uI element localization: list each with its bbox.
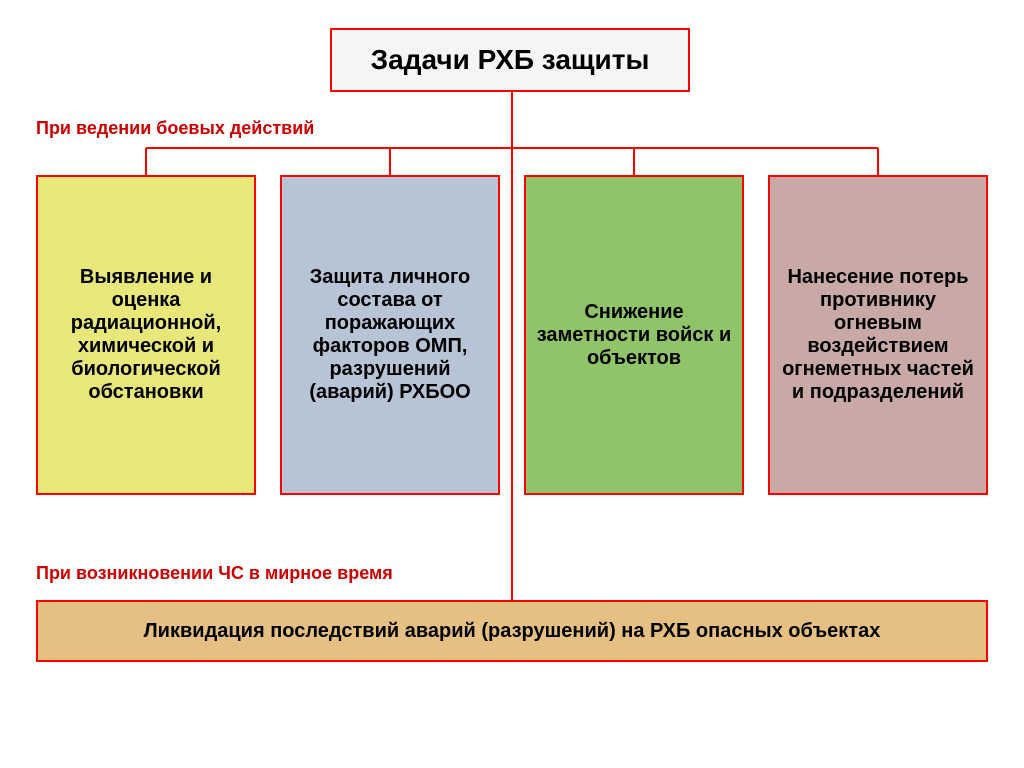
caption-peacetime: При возникновении ЧС в мирное время	[36, 563, 393, 584]
task-box-protection: Защита личного состава от поражающих фак…	[280, 175, 500, 495]
task-box-offensive: Нанесение потерь противнику огневым возд…	[768, 175, 988, 495]
diagram-canvas: Задачи РХБ защиты При ведении боевых дей…	[0, 0, 1024, 768]
caption-combat: При ведении боевых действий	[36, 118, 314, 139]
bottom-box-liquidation: Ликвидация последствий аварий (разрушени…	[36, 600, 988, 662]
title-box: Задачи РХБ защиты	[330, 28, 690, 92]
task-box-label: Снижение заметности войск и объектов	[534, 301, 734, 370]
task-box-detection: Выявление и оценка радиационной, химичес…	[36, 175, 256, 495]
title-text: Задачи РХБ защиты	[371, 44, 650, 76]
bottom-box-label: Ликвидация последствий аварий (разрушени…	[144, 620, 881, 643]
task-box-label: Нанесение потерь противнику огневым возд…	[778, 266, 978, 404]
task-box-visibility: Снижение заметности войск и объектов	[524, 175, 744, 495]
task-box-label: Выявление и оценка радиационной, химичес…	[46, 266, 246, 404]
task-box-label: Защита личного состава от поражающих фак…	[290, 266, 490, 404]
